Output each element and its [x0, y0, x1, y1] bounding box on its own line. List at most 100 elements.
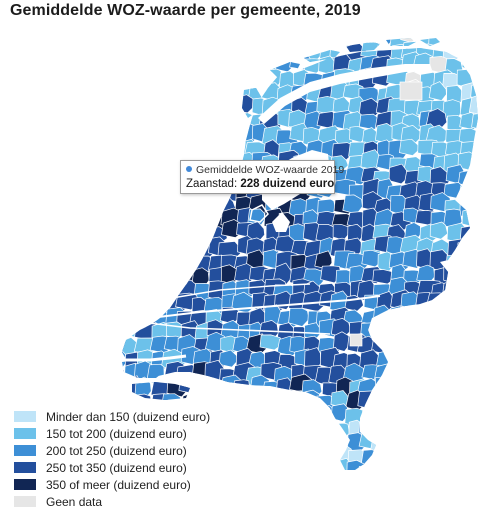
municipality-area[interactable]	[138, 235, 161, 252]
legend-item-lt150[interactable]: Minder dan 150 (duizend euro)	[14, 408, 210, 425]
municipality-area[interactable]	[432, 333, 454, 353]
municipality-area[interactable]	[163, 88, 184, 107]
municipality-area[interactable]	[264, 391, 283, 408]
municipality-area[interactable]	[317, 30, 339, 48]
municipality-area[interactable]	[164, 66, 183, 84]
municipality-area[interactable]	[470, 264, 492, 280]
municipality-area[interactable]	[431, 283, 452, 302]
municipality-area[interactable]	[400, 406, 418, 425]
municipality-area[interactable]	[458, 388, 481, 409]
municipality-area[interactable]	[443, 474, 462, 492]
municipality-area[interactable]	[447, 306, 469, 327]
municipality-area[interactable]	[488, 336, 500, 357]
municipality-area[interactable]	[206, 45, 229, 61]
municipality-area[interactable]	[387, 391, 407, 411]
municipality-area[interactable]	[123, 70, 139, 89]
municipality-area[interactable]	[221, 88, 243, 106]
municipality-area[interactable]	[391, 376, 410, 395]
municipality-area[interactable]	[306, 421, 330, 439]
municipality-area[interactable]	[487, 99, 500, 117]
municipality-area[interactable]	[375, 378, 398, 392]
municipality-area[interactable]	[475, 151, 497, 168]
municipality-area[interactable]	[289, 44, 307, 62]
municipality-area[interactable]	[400, 476, 422, 493]
municipality-area[interactable]	[139, 267, 158, 286]
municipality-area[interactable]	[301, 474, 321, 495]
municipality-area[interactable]	[207, 112, 229, 129]
municipality-area[interactable]	[472, 184, 491, 200]
municipality-area[interactable]	[238, 38, 257, 57]
municipality-no-data[interactable]	[350, 334, 362, 346]
municipality-area[interactable]	[358, 465, 381, 486]
municipality-area[interactable]	[111, 281, 131, 300]
municipality-area[interactable]	[486, 151, 500, 174]
municipality-area[interactable]	[471, 169, 492, 183]
municipality-area[interactable]	[403, 433, 423, 449]
municipality-area[interactable]	[459, 446, 477, 468]
municipality-area[interactable]	[275, 431, 295, 452]
municipality-area[interactable]	[218, 68, 240, 85]
municipality-area[interactable]	[177, 250, 198, 266]
municipality-area[interactable]	[430, 478, 454, 498]
municipality-area[interactable]	[168, 138, 185, 158]
municipality-area[interactable]	[112, 227, 132, 246]
municipality-area[interactable]	[484, 265, 500, 284]
municipality-area[interactable]	[125, 279, 141, 299]
municipality-area[interactable]	[119, 307, 139, 325]
municipality-area[interactable]	[376, 477, 396, 497]
municipality-area[interactable]	[148, 86, 166, 108]
municipality-area[interactable]	[138, 29, 157, 49]
municipality-area[interactable]	[289, 308, 310, 326]
municipality-area[interactable]	[217, 123, 236, 142]
municipality-area[interactable]	[108, 101, 127, 121]
municipality-area[interactable]	[107, 123, 131, 144]
municipality-area[interactable]	[137, 125, 157, 142]
municipality-area[interactable]	[474, 52, 496, 73]
municipality-area[interactable]	[430, 460, 447, 482]
municipality-area[interactable]	[208, 392, 229, 412]
municipality-area[interactable]	[182, 115, 199, 136]
municipality-area[interactable]	[289, 391, 310, 410]
municipality-area[interactable]	[487, 474, 500, 492]
municipality-area[interactable]	[206, 84, 226, 107]
municipality-area[interactable]	[110, 210, 132, 231]
municipality-area[interactable]	[137, 207, 154, 229]
municipality-area[interactable]	[280, 424, 297, 440]
municipality-area[interactable]	[274, 461, 297, 481]
municipality-area[interactable]	[427, 293, 447, 308]
municipality-area[interactable]	[460, 225, 482, 243]
municipality-area[interactable]	[459, 323, 480, 340]
municipality-area[interactable]	[442, 279, 462, 302]
municipality-area[interactable]	[135, 85, 154, 104]
municipality-area[interactable]	[120, 180, 138, 199]
municipality-area[interactable]	[375, 394, 396, 415]
municipality-area[interactable]	[473, 390, 493, 408]
municipality-area[interactable]	[415, 336, 438, 357]
municipality-area[interactable]	[307, 447, 327, 465]
municipality-area[interactable]	[203, 68, 226, 89]
municipality-area[interactable]	[458, 170, 475, 186]
municipality-area[interactable]	[232, 466, 256, 481]
municipality-area[interactable]	[164, 196, 183, 212]
municipality-area[interactable]	[221, 31, 239, 52]
municipality-area[interactable]	[251, 421, 271, 436]
municipality-area[interactable]	[460, 459, 480, 478]
municipality-area[interactable]	[121, 84, 138, 103]
municipality-area[interactable]	[302, 461, 324, 478]
municipality-area[interactable]	[249, 476, 273, 493]
municipality-area[interactable]	[470, 416, 490, 437]
municipality-area[interactable]	[473, 296, 493, 312]
municipality-area[interactable]	[471, 254, 492, 275]
municipality-area[interactable]	[477, 127, 495, 147]
municipality-area[interactable]	[473, 142, 495, 162]
municipality-area[interactable]	[418, 434, 442, 451]
municipality-area[interactable]	[427, 354, 447, 371]
municipality-area[interactable]	[107, 367, 124, 382]
municipality-area[interactable]	[431, 419, 448, 441]
municipality-area[interactable]	[110, 181, 133, 197]
municipality-area[interactable]	[389, 408, 407, 429]
municipality-area[interactable]	[371, 408, 391, 428]
municipality-area[interactable]	[484, 435, 500, 458]
municipality-area[interactable]	[124, 60, 146, 79]
municipality-area[interactable]	[403, 380, 422, 396]
